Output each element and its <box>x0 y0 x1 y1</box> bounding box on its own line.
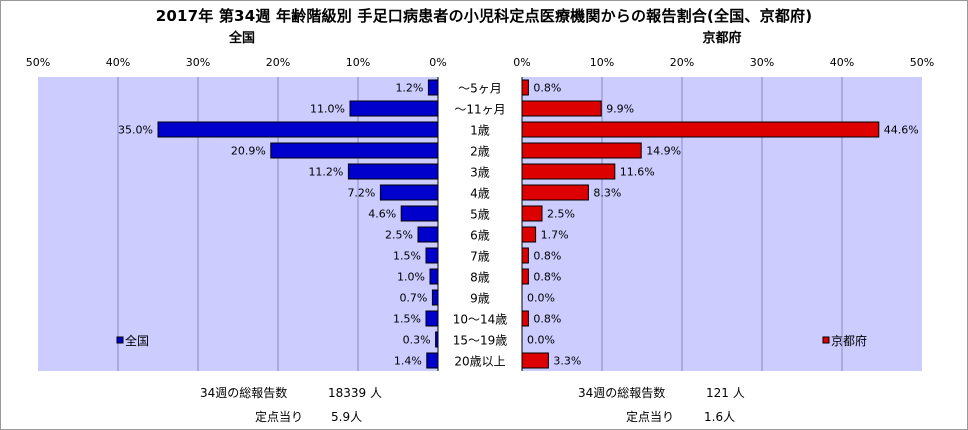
right-total-label: 34週の総報告数 <box>578 386 666 400</box>
left-total-value: 18339 人 <box>328 386 382 400</box>
left-tick-label: 30% <box>186 56 210 69</box>
left-data-label: 11.2% <box>308 166 343 179</box>
left-data-label: 0.7% <box>399 292 427 305</box>
right-bar <box>521 352 549 369</box>
left-bar <box>379 184 439 201</box>
category-label: 2歳 <box>470 145 490 159</box>
left-total-label: 34週の総報告数 <box>200 386 288 400</box>
right-tick-label: 20% <box>670 56 694 69</box>
left-bar <box>427 79 439 96</box>
left-data-label: 1.4% <box>394 355 422 368</box>
right-bar <box>521 163 616 180</box>
right-data-label: 0.8% <box>533 82 561 95</box>
left-per-label: 定点当り <box>255 410 304 424</box>
left-tick-label: 50% <box>26 56 50 69</box>
category-label: 10～14歳 <box>453 313 508 327</box>
right-data-label: 0.8% <box>533 250 561 263</box>
right-bar <box>521 268 529 285</box>
right-tick-label: 40% <box>830 56 854 69</box>
right-tick-label: 30% <box>750 56 774 69</box>
right-bar <box>521 310 529 327</box>
chart-title: 2017年 第34週 年齢階級別 手足口病患者の小児科定点医療機関からの報告割合… <box>155 7 813 25</box>
right-tick-label: 10% <box>590 56 614 69</box>
category-label: 4歳 <box>470 187 490 201</box>
right-data-label: 44.6% <box>884 124 919 137</box>
category-label: 9歳 <box>470 292 490 306</box>
right-bar <box>521 247 529 264</box>
category-label: 5歳 <box>470 208 490 222</box>
right-per-value: 1.6人 <box>704 410 736 424</box>
left-data-label: 1.5% <box>393 250 421 263</box>
right-bar <box>521 205 543 222</box>
category-label: ～11ヶ月 <box>454 103 505 117</box>
right-bar <box>521 121 880 138</box>
category-label: ～5ヶ月 <box>458 82 502 96</box>
left-data-label: 0.3% <box>403 334 431 347</box>
left-bar <box>425 310 439 327</box>
left-data-label: 35.0% <box>118 124 153 137</box>
right-panel-title: 京都府 <box>702 31 742 46</box>
left-data-label: 2.5% <box>385 229 413 242</box>
left-plot-area <box>38 77 438 371</box>
category-label: 7歳 <box>470 250 490 264</box>
left-bar <box>349 100 439 117</box>
left-tick-label: 40% <box>106 56 130 69</box>
right-total-value: 121 人 <box>706 386 745 400</box>
category-label: 1歳 <box>470 124 490 138</box>
right-data-label: 14.9% <box>646 145 681 158</box>
left-panel-title: 全国 <box>228 31 255 46</box>
category-label: 15～19歳 <box>453 334 508 348</box>
left-data-label: 1.5% <box>393 313 421 326</box>
left-tick-label: 0% <box>429 56 446 69</box>
left-data-label: 1.2% <box>395 82 423 95</box>
right-data-label: 2.5% <box>547 208 575 221</box>
left-tick-label: 10% <box>346 56 370 69</box>
right-bar <box>521 100 602 117</box>
left-tick-label: 20% <box>266 56 290 69</box>
left-data-label: 11.0% <box>310 103 345 116</box>
right-legend-label: 京都府 <box>831 333 867 348</box>
right-tick-label: 50% <box>910 56 934 69</box>
right-data-label: 3.3% <box>553 355 581 368</box>
category-label: 8歳 <box>470 271 490 285</box>
right-tick-label: 0% <box>513 56 530 69</box>
right-data-label: 8.3% <box>593 187 621 200</box>
right-bar <box>521 184 589 201</box>
left-legend-label: 全国 <box>125 333 149 348</box>
right-data-label: 9.9% <box>606 103 634 116</box>
left-data-label: 4.6% <box>368 208 396 221</box>
right-data-label: 1.7% <box>541 229 569 242</box>
left-data-label: 20.9% <box>231 145 266 158</box>
right-bar <box>521 79 529 96</box>
right-data-label: 0.8% <box>533 271 561 284</box>
left-bar <box>417 226 439 243</box>
right-plot-area <box>522 77 922 371</box>
left-legend-swatch <box>116 336 124 344</box>
left-bar <box>431 289 439 306</box>
left-bar <box>270 142 439 159</box>
left-bar <box>426 352 439 369</box>
left-bar <box>347 163 439 180</box>
right-legend-swatch <box>822 336 830 344</box>
left-per-value: 5.9人 <box>331 410 363 424</box>
left-bar <box>429 268 439 285</box>
left-bar <box>157 121 439 138</box>
left-data-label: 7.2% <box>347 187 375 200</box>
right-data-label: 0.8% <box>533 313 561 326</box>
category-label: 20歳以上 <box>454 355 505 369</box>
right-data-label: 11.6% <box>620 166 655 179</box>
category-label: 3歳 <box>470 166 490 180</box>
right-bar <box>521 226 537 243</box>
left-bar <box>400 205 439 222</box>
category-label: 6歳 <box>470 229 490 243</box>
right-bar <box>521 142 642 159</box>
right-data-label: 0.0% <box>527 334 555 347</box>
left-bar <box>425 247 439 264</box>
right-per-label: 定点当り <box>626 410 675 424</box>
left-data-label: 1.0% <box>397 271 425 284</box>
right-data-label: 0.0% <box>527 292 555 305</box>
